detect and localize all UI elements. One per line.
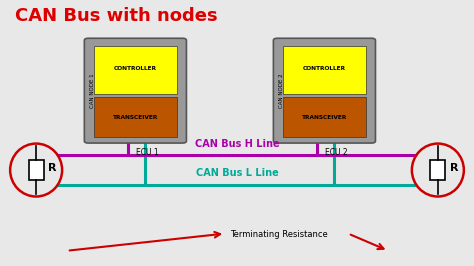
Text: Terminating Resistance: Terminating Resistance [230,230,328,239]
Text: ECU 2: ECU 2 [325,148,347,157]
Text: CONTROLLER: CONTROLLER [114,66,157,71]
Text: TRANSCEIVER: TRANSCEIVER [302,115,347,120]
Bar [94,97,176,138]
Bar [430,160,446,180]
Ellipse shape [10,144,62,197]
Text: CAN NODE 2: CAN NODE 2 [279,73,284,108]
Text: CAN NODE 1: CAN NODE 1 [91,73,95,108]
Text: CONTROLLER: CONTROLLER [303,66,346,71]
Text: R: R [450,163,458,173]
Bar [28,160,44,180]
FancyBboxPatch shape [273,38,375,143]
Text: CAN Bus with nodes: CAN Bus with nodes [15,7,218,25]
Text: R: R [48,163,56,173]
Ellipse shape [412,144,464,197]
Bar [283,45,365,94]
Bar [283,97,365,138]
Text: CAN Bus H Line: CAN Bus H Line [195,139,279,149]
Text: CAN Bus L Line: CAN Bus L Line [196,168,278,178]
Text: ECU 1: ECU 1 [136,148,158,157]
FancyBboxPatch shape [84,38,186,143]
Bar [94,45,176,94]
Text: TRANSCEIVER: TRANSCEIVER [113,115,158,120]
